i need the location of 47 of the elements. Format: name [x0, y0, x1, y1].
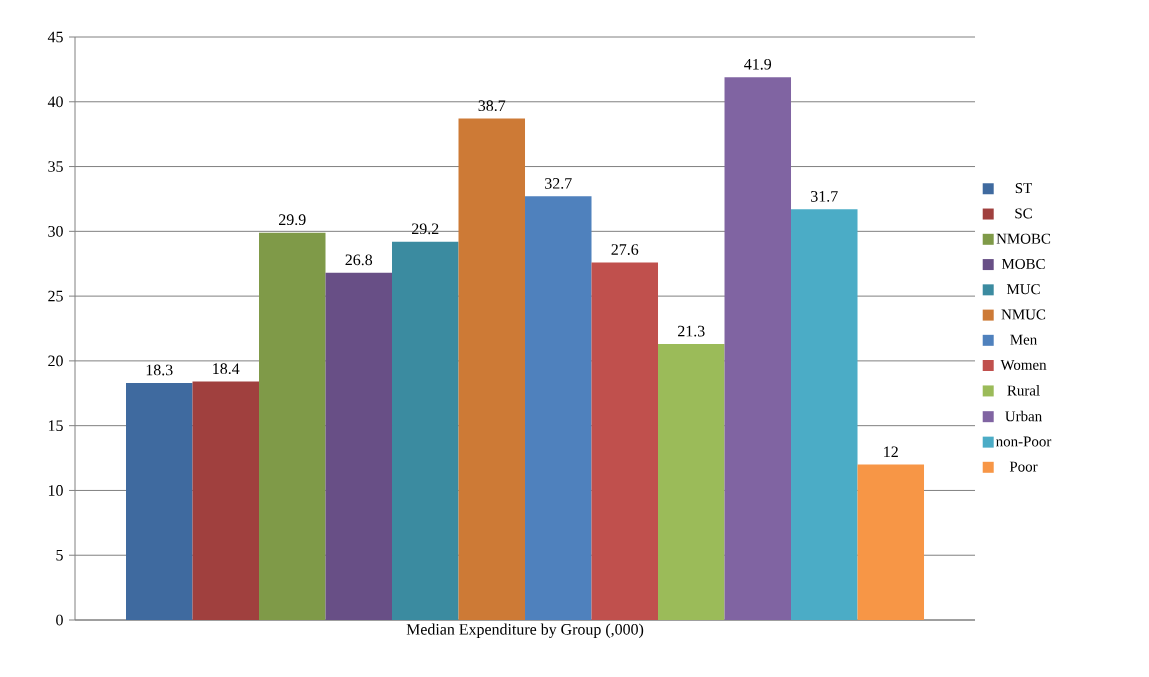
legend-label: ST [1015, 183, 1032, 194]
legend-label: Men [1010, 334, 1037, 345]
data-label: 29.9 [279, 214, 306, 226]
bar [259, 232, 326, 620]
data-label: 18.4 [213, 363, 240, 375]
y-tick-label: 5 [56, 549, 63, 561]
legend-label: non-Poor [996, 436, 1052, 447]
y-tick-label: 30 [48, 225, 63, 237]
bar [458, 118, 526, 620]
y-tick-label: 0 [56, 614, 63, 626]
legend-label: Rural [1007, 385, 1040, 396]
legend-label: Poor [1009, 461, 1038, 472]
bar [525, 196, 592, 620]
y-tick-label: 10 [48, 485, 63, 496]
data-label: 29.2 [412, 223, 439, 235]
bar [126, 382, 193, 620]
legend-label: NMOBC [996, 233, 1051, 244]
y-tick-label: 25 [48, 290, 63, 302]
legend-label: MOBC [1001, 258, 1045, 269]
bar [791, 209, 858, 620]
legend-label: SC [1015, 208, 1032, 219]
data-label: 26.8 [345, 254, 373, 266]
legend-label: MUC [1006, 284, 1040, 295]
bar [392, 241, 459, 620]
x-axis-title: Median Expenditure by Group (,000) [406, 623, 644, 639]
data-label: 21.3 [678, 325, 705, 337]
bar [658, 344, 725, 620]
data-label: 38.7 [478, 100, 506, 112]
bar [325, 272, 393, 620]
y-tick-label: 40 [47, 96, 63, 108]
legend-label: NMUC [1001, 309, 1046, 320]
data-label: 27.6 [611, 244, 639, 255]
data-label: 31.7 [811, 191, 838, 202]
data-label: 41.9 [744, 58, 772, 70]
y-tick-label: 20 [48, 355, 63, 367]
data-label: 32.7 [545, 178, 572, 189]
y-tick-label: 45 [47, 31, 63, 43]
data-label: 18.3 [146, 364, 173, 376]
legend-label: Urban [1005, 410, 1042, 422]
y-tick-label: 15 [48, 420, 63, 432]
bar [192, 381, 260, 620]
bar [724, 77, 792, 620]
legend-label: Women [1000, 359, 1047, 370]
y-tick-label: 35 [48, 161, 63, 172]
data-label: 12 [884, 446, 898, 458]
bar [857, 464, 925, 620]
bar [591, 262, 659, 620]
